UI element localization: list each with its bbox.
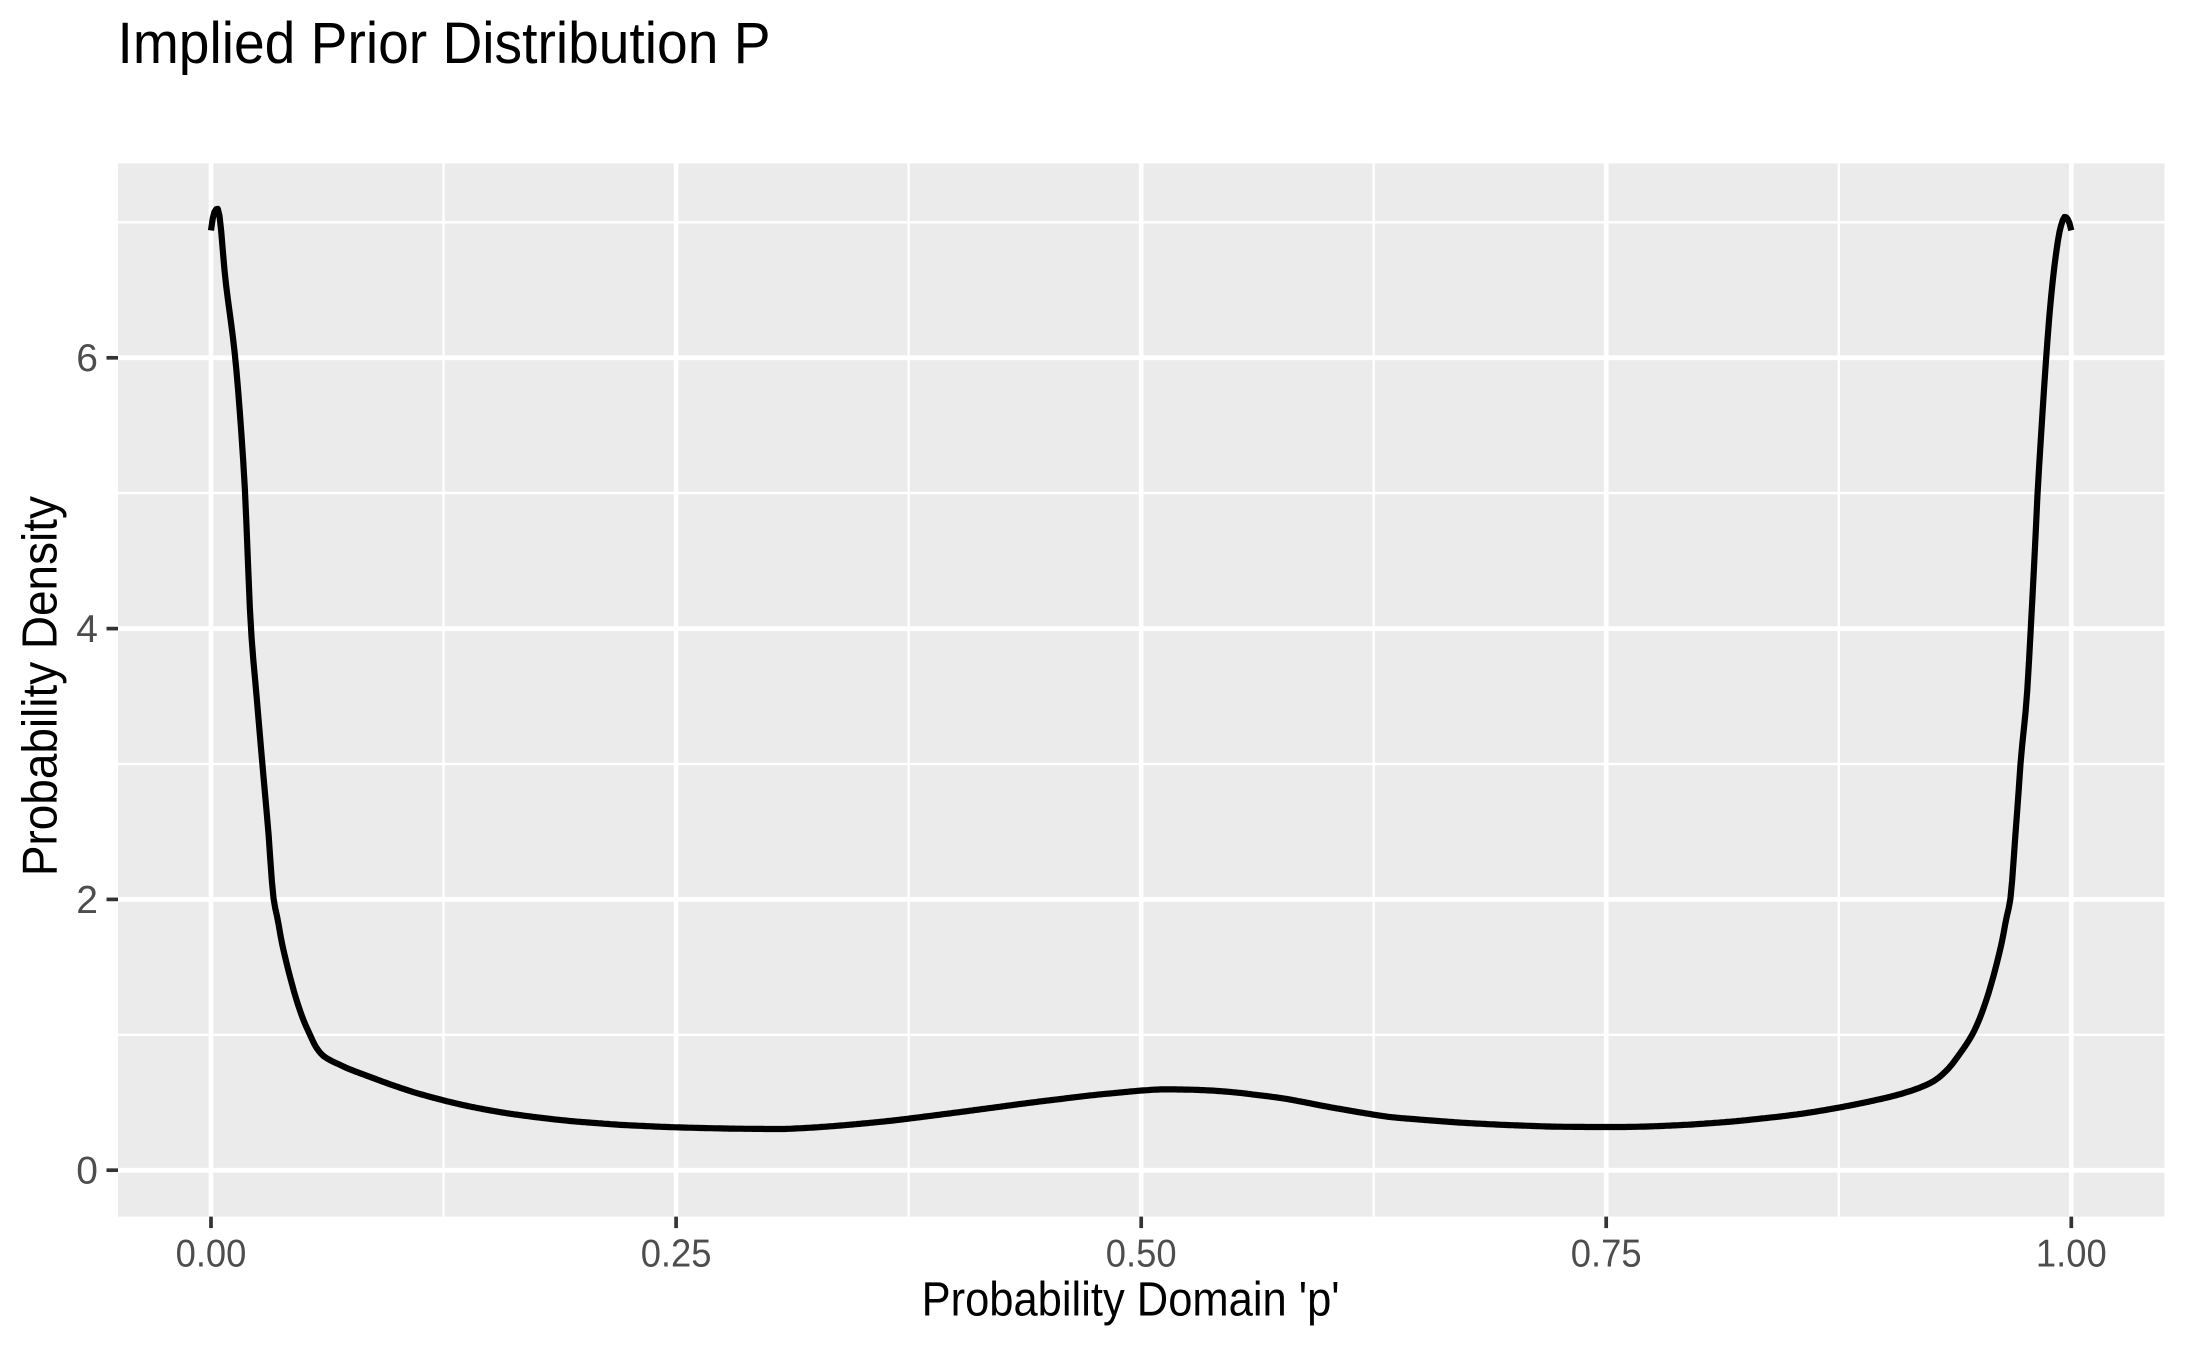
svg-text:0.00: 0.00 (176, 1232, 247, 1275)
svg-text:0.50: 0.50 (1106, 1232, 1177, 1275)
svg-text:Probability Density: Probability Density (13, 496, 68, 876)
svg-text:0.75: 0.75 (1571, 1232, 1642, 1275)
svg-text:Probability Domain 'p': Probability Domain 'p' (922, 1274, 1340, 1327)
svg-text:6: 6 (76, 337, 98, 380)
svg-text:Implied Prior Distribution P: Implied Prior Distribution P (118, 11, 771, 76)
svg-text:4: 4 (76, 608, 98, 651)
svg-text:0.25: 0.25 (641, 1232, 712, 1275)
svg-text:0: 0 (76, 1150, 98, 1193)
svg-text:1.00: 1.00 (2036, 1232, 2107, 1275)
svg-text:2: 2 (76, 879, 98, 922)
